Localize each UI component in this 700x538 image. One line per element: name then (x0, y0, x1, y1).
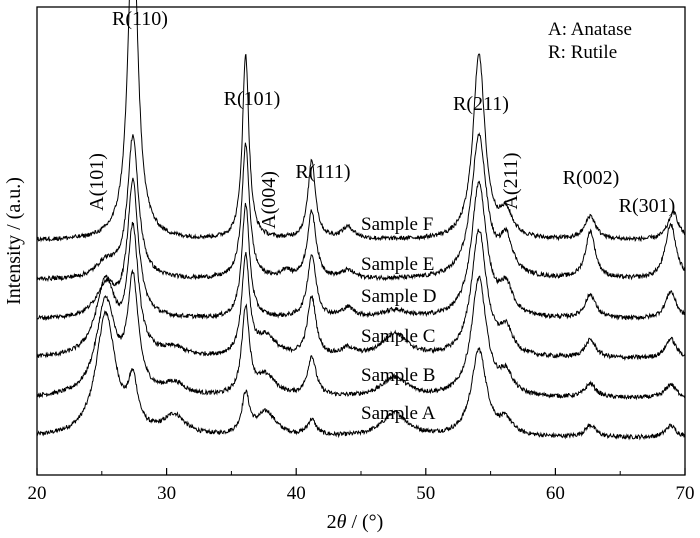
sample-label: Sample B (361, 365, 435, 386)
peak-labels: R(110) R(101) A(004) R(111) R(211) A(211) R(00… (86, 8, 675, 229)
peak-label: R(110) (112, 8, 168, 30)
sample-label: Sample F (361, 214, 433, 235)
sample-label: Sample A (361, 403, 436, 424)
y-axis-label: Intensity / (a.u.) (3, 177, 25, 305)
series-line-sample-d (36, 177, 686, 322)
series-line-sample-c (36, 221, 686, 362)
peak-label: R(211) (453, 93, 509, 115)
legend-line-anatase: A: Anatase (548, 19, 632, 40)
x-tick-label: 20 (28, 483, 47, 504)
peak-label: A(004) (258, 171, 280, 229)
series-line-sample-e (36, 132, 686, 283)
x-tick-label: 30 (157, 483, 176, 504)
sample-labels: Sample A Sample B Sample C Sample D Sample E… (361, 214, 436, 424)
peak-label: R(101) (224, 88, 281, 110)
x-tick-label: 40 (287, 483, 306, 504)
series-line-sample-a (36, 310, 686, 441)
peak-label: R(111) (295, 161, 350, 183)
x-axis-ticks: 20 30 40 50 60 70 (28, 468, 695, 504)
series-curves (36, 0, 686, 441)
peak-label: A(101) (86, 153, 108, 211)
x-tick-label: 60 (546, 483, 565, 504)
x-tick-label: 70 (676, 483, 695, 504)
sample-label: Sample E (361, 254, 434, 275)
series-line-sample-f (36, 0, 686, 243)
peak-label: R(301) (619, 195, 676, 217)
peak-label: R(002) (563, 167, 620, 189)
sample-label: Sample D (361, 286, 436, 307)
sample-label: Sample C (361, 326, 435, 347)
x-tick-label: 50 (416, 483, 435, 504)
peak-label: A(211) (500, 152, 522, 209)
series-line-sample-b (36, 268, 686, 401)
legend-line-rutile: R: Rutile (548, 42, 617, 63)
x-axis-label: 2θ / (°) (327, 511, 384, 533)
